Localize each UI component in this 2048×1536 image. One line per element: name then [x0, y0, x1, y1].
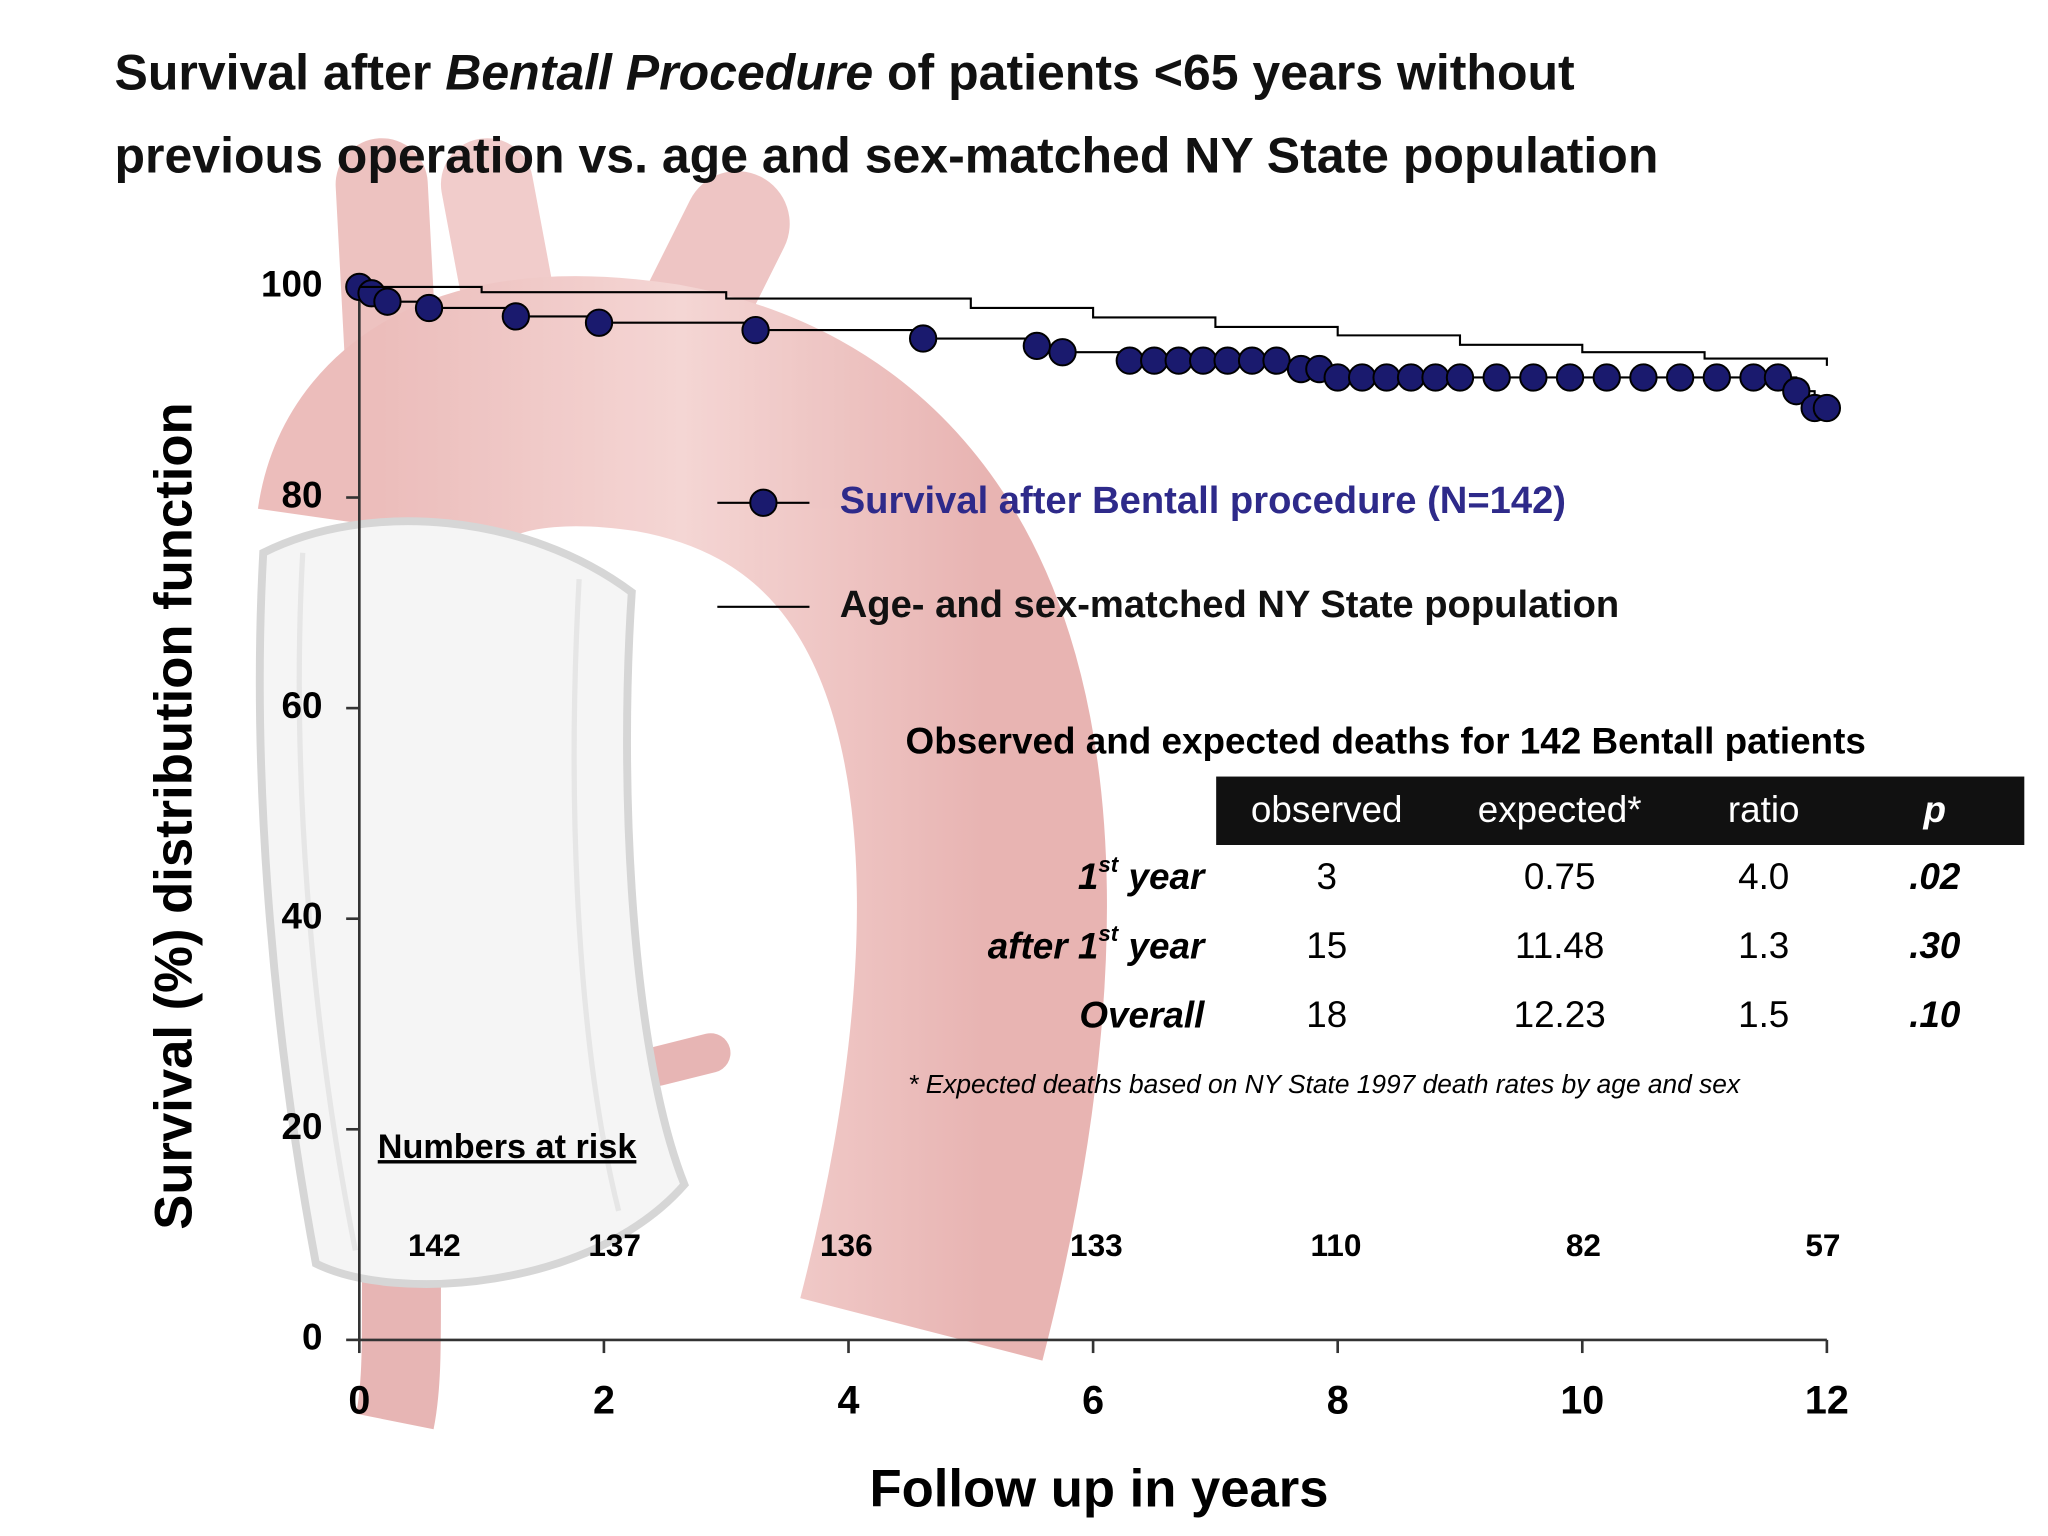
risk-value: 110 — [1310, 1227, 1361, 1263]
row-label-part: after 1 — [988, 925, 1099, 966]
survival-marker — [1164, 346, 1193, 375]
y-tick-label: 100 — [261, 264, 322, 305]
x-tick-label: 10 — [1560, 1378, 1604, 1422]
survival-marker — [501, 302, 531, 331]
legend-label: Age- and sex-matched NY State population — [840, 583, 1620, 626]
survival-marker — [1739, 363, 1768, 392]
y-tick-label: 20 — [281, 1106, 322, 1147]
survival-marker — [1237, 346, 1267, 375]
x-tick-label: 4 — [838, 1378, 860, 1422]
survival-marker — [414, 293, 444, 323]
survival-line — [359, 285, 1828, 366]
legend-label: Survival after Bentall procedure (N=142) — [840, 479, 1566, 522]
table-cell: .30 — [1909, 925, 1961, 966]
y-tick-label: 60 — [281, 685, 322, 726]
x-tick-label: 2 — [593, 1378, 615, 1422]
table-header: ratio — [1728, 789, 1800, 830]
title-part: of patients <65 years without — [873, 45, 1575, 101]
row-label-part: year — [1118, 856, 1207, 897]
survival-marker — [1213, 346, 1242, 375]
risk-value: 82 — [1566, 1227, 1601, 1263]
table-title: Observed and expected deaths for 142 Ben… — [906, 720, 1866, 761]
risk-title: Numbers at risk — [378, 1128, 638, 1166]
survival-marker — [1022, 331, 1051, 361]
y-tick-label: 40 — [281, 895, 322, 936]
row-label-part: 1 — [1078, 856, 1099, 897]
survival-marker — [1482, 363, 1511, 392]
survival-marker — [1348, 363, 1377, 392]
chart-title: Survival after Bentall Procedure of pati… — [115, 45, 1576, 101]
survival-marker — [1323, 363, 1352, 392]
x-axis-label: Follow up in years — [869, 1459, 1328, 1518]
survival-marker — [1189, 346, 1218, 375]
table-cell: 11.48 — [1515, 925, 1604, 966]
survival-marker — [1445, 363, 1475, 392]
row-label: after 1st year — [988, 921, 1207, 966]
row-label: Overall — [1079, 994, 1205, 1035]
table-header: observed — [1251, 789, 1403, 830]
survival-marker — [373, 287, 402, 316]
survival-marker — [1782, 377, 1811, 406]
survival-marker — [1592, 363, 1621, 392]
table-cell: 4.0 — [1738, 856, 1789, 897]
table-cell: 1.3 — [1738, 925, 1789, 966]
legend-marker — [749, 488, 778, 517]
table-cell: 3 — [1316, 856, 1337, 897]
survival-marker — [1372, 363, 1401, 392]
survival-marker — [1048, 338, 1077, 367]
survival-marker — [1812, 393, 1842, 423]
survival-marker — [1519, 363, 1548, 392]
x-tick-label: 6 — [1082, 1378, 1104, 1422]
risk-value: 57 — [1805, 1227, 1840, 1263]
survival-marker — [584, 308, 614, 337]
survival-marker — [1555, 363, 1585, 392]
risk-value: 133 — [1070, 1227, 1123, 1263]
table-header-bg — [1216, 776, 2025, 845]
risk-value: 136 — [820, 1227, 873, 1263]
table-footnote: * Expected deaths based on NY State 1997… — [908, 1069, 1741, 1099]
survival-marker — [1262, 346, 1291, 375]
x-tick-label: 12 — [1805, 1378, 1849, 1422]
x-tick-label: 8 — [1327, 1378, 1349, 1422]
survival-marker — [908, 324, 938, 353]
risk-value: 137 — [588, 1227, 641, 1263]
survival-marker — [1140, 346, 1169, 375]
table-header: expected* — [1478, 789, 1642, 830]
survival-marker — [1702, 363, 1731, 392]
y-tick-label: 0 — [302, 1317, 323, 1358]
table-cell: 18 — [1306, 994, 1347, 1035]
survival-marker — [1396, 363, 1426, 392]
chart-title: previous operation vs. age and sex-match… — [115, 127, 1659, 183]
aorta-illustration — [255, 138, 1107, 1430]
survival-marker — [1629, 363, 1658, 392]
table-cell: 1.5 — [1738, 994, 1789, 1035]
table-cell: 0.75 — [1524, 856, 1596, 897]
row-label-part: year — [1118, 925, 1207, 966]
table-cell: .10 — [1909, 994, 1961, 1035]
table-cell: 12.23 — [1514, 994, 1606, 1035]
risk-value: 142 — [408, 1227, 461, 1263]
survival-marker — [741, 315, 770, 345]
y-tick-label: 80 — [281, 474, 322, 515]
row-label: 1st year — [1078, 852, 1207, 897]
y-axis-label: Survival (%) distribution function — [145, 402, 204, 1229]
title-part: Survival after — [115, 45, 446, 101]
x-tick-label: 0 — [348, 1378, 370, 1422]
table-header: p — [1923, 789, 1947, 830]
survival-marker — [1665, 363, 1695, 392]
table-cell: 15 — [1306, 925, 1347, 966]
row-label-part: Overall — [1079, 994, 1205, 1035]
survival-marker — [1421, 363, 1450, 392]
title-part: Bentall Procedure — [445, 45, 873, 101]
table-cell: .02 — [1909, 856, 1961, 897]
survival-marker — [1115, 346, 1144, 375]
superscript: st — [1098, 852, 1119, 877]
superscript: st — [1098, 921, 1119, 946]
